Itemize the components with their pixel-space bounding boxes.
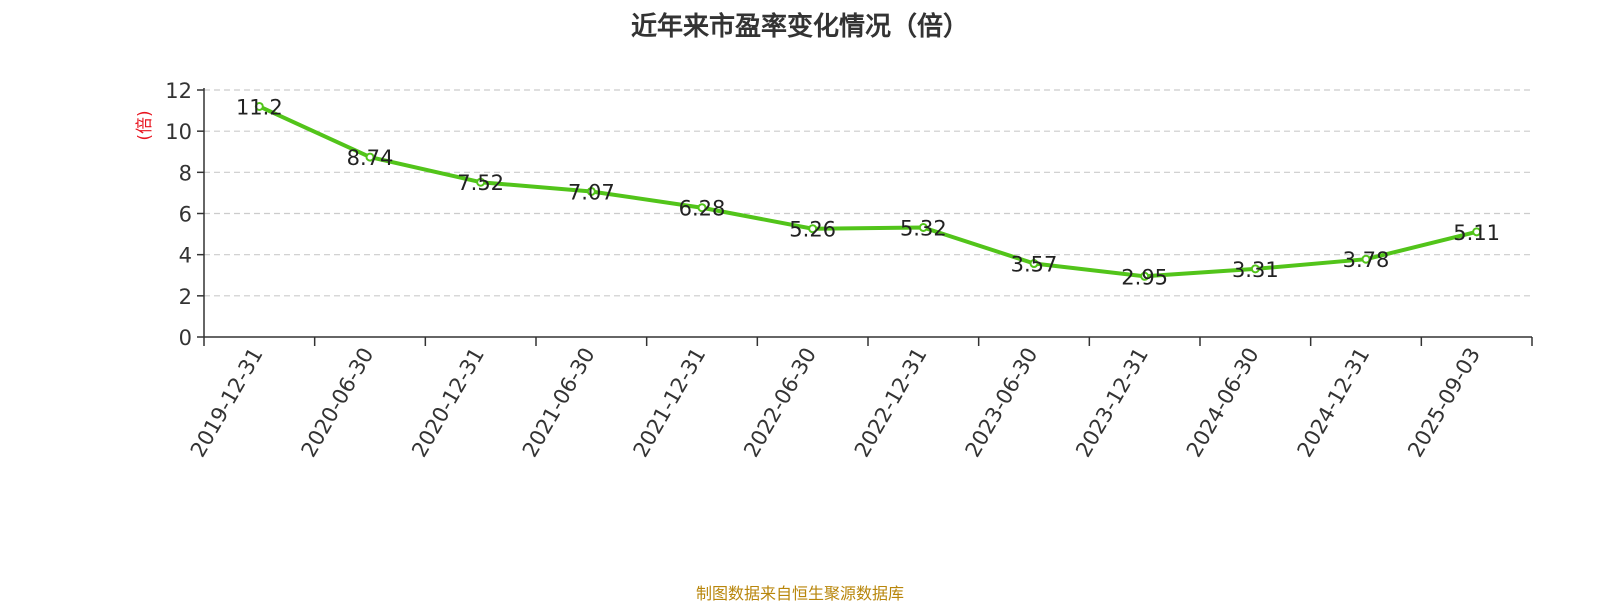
- y-tick-label: 6: [179, 203, 192, 227]
- data-label: 7.07: [568, 180, 615, 204]
- data-label: 5.32: [900, 216, 947, 240]
- axes: 0 2 4 6 8 10 12 (倍) 2019-12-31 2020-06-30 2020-12-…: [135, 79, 1533, 462]
- data-label: 2.95: [1121, 265, 1168, 289]
- chart-title: 近年来市盈率变化情况（倍）: [630, 12, 969, 42]
- data-point: [1472, 227, 1482, 237]
- data-point: [1140, 271, 1150, 281]
- data-label: 3.31: [1232, 258, 1279, 282]
- y-tick-label: 2: [179, 285, 192, 309]
- data-label: 5.11: [1453, 221, 1500, 245]
- data-label: 6.28: [679, 197, 726, 221]
- x-tick-label: 2022-12-31: [850, 344, 932, 462]
- source-note: 制图数据来自恒生聚源数据库: [695, 584, 904, 603]
- data-label: 8.74: [347, 146, 394, 170]
- data-point: [808, 224, 818, 234]
- data-point: [697, 203, 707, 213]
- data-point: [918, 222, 928, 232]
- y-tick-label: 10: [165, 120, 192, 144]
- data-point: [254, 101, 264, 111]
- data-label: 11.2: [236, 95, 283, 119]
- data-point: [476, 177, 486, 187]
- y-tick-label: 8: [179, 161, 192, 185]
- data-label: 3.57: [1011, 253, 1058, 277]
- series-line: [257, 104, 1479, 279]
- data-label: 7.52: [457, 171, 504, 195]
- x-tick-label: 2024-06-30: [1182, 344, 1264, 462]
- data-point: [365, 152, 375, 162]
- data-label: 5.26: [789, 218, 836, 242]
- series-layer: [254, 101, 1482, 281]
- x-tick-label: 2021-06-30: [518, 344, 600, 462]
- gridlines: [204, 89, 1532, 297]
- x-tick-label: 2023-06-30: [961, 344, 1043, 462]
- x-tick-label: 2020-06-30: [297, 344, 379, 462]
- y-tick-label: 0: [179, 326, 192, 350]
- data-point: [1250, 264, 1260, 274]
- x-tick-label: 2024-12-31: [1293, 344, 1375, 462]
- data-point: [1361, 254, 1371, 264]
- x-tick-label: 2022-06-30: [739, 344, 821, 462]
- x-tick-label: 2021-12-31: [629, 344, 711, 462]
- y-tick-label: 12: [165, 79, 192, 103]
- x-tick-label: 2019-12-31: [186, 344, 268, 462]
- y-axis-unit-label: (倍): [135, 110, 155, 140]
- data-label: 3.78: [1343, 248, 1390, 272]
- data-point: [1029, 259, 1039, 269]
- x-tick-label: 2020-12-31: [407, 344, 489, 462]
- y-tick-label: 4: [179, 244, 192, 268]
- data-point: [586, 186, 596, 196]
- data-labels: 11.2 8.74 7.52 7.07 6.28 5.26 5.32 3.57 2.95 3.31…: [236, 95, 1500, 289]
- x-tick-label: 2023-12-31: [1071, 344, 1153, 462]
- x-tick-label: 2025-09-03: [1403, 344, 1485, 462]
